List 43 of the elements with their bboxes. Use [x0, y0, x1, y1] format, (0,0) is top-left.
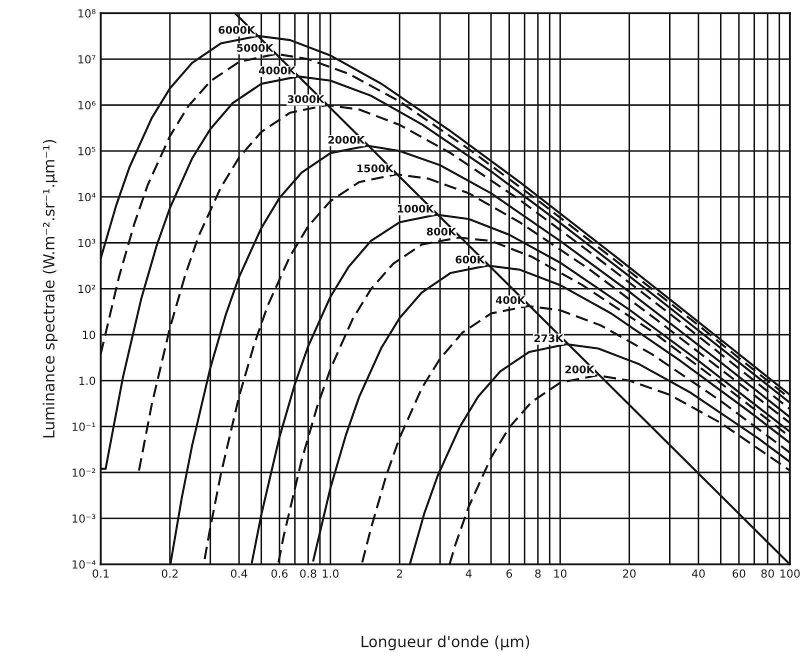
- x-tick-label: 0.8: [300, 569, 316, 578]
- x-tick-label: 20: [623, 569, 636, 578]
- x-tick-label: 0.6: [271, 569, 288, 578]
- y-tick-label: 10²: [78, 284, 96, 294]
- y-tick-label: 10⁶: [78, 101, 96, 110]
- x-tick-label: 2: [396, 569, 402, 578]
- series-label: 273K: [534, 334, 564, 342]
- y-tick-label: 1.0: [79, 376, 96, 385]
- x-tick-label: 4: [466, 570, 472, 578]
- x-tick-label: 80: [761, 569, 774, 578]
- y-tick-label: 10⁴: [78, 192, 96, 202]
- series-label: 1000K: [398, 204, 434, 213]
- series-label: 800K: [426, 228, 456, 236]
- series-label: 1500K: [357, 164, 394, 172]
- y-tick-label: 10⁻³: [72, 514, 96, 523]
- series-label: 5000K: [237, 44, 274, 52]
- x-tick-label: 40: [692, 569, 705, 578]
- y-tick-label: 10: [82, 330, 96, 340]
- x-tick-label: 8: [535, 569, 541, 578]
- y-tick-label: 10⁻⁴: [72, 560, 96, 569]
- x-tick-label: 60: [732, 569, 746, 578]
- y-tick-label: 10⁵: [78, 146, 96, 156]
- series-label: 400K: [496, 296, 526, 304]
- x-tick-label: 0.4: [230, 569, 248, 578]
- series-label: 6000K: [218, 26, 256, 34]
- x-tick-label: 10: [554, 569, 566, 578]
- series-label: 600K: [456, 256, 486, 264]
- y-axis-title: Luminance spectrale (W.m⁻².sr⁻¹.μm⁻¹): [42, 140, 58, 438]
- x-tick-label: 100: [780, 569, 800, 578]
- x-tick-label: 1.0: [322, 569, 339, 578]
- series-label: 2000K: [328, 136, 365, 144]
- y-tick-label: 10⁻¹: [72, 422, 96, 431]
- series-label: 4000K: [258, 66, 296, 74]
- series-label: 200K: [565, 365, 595, 374]
- y-tick-label: 10³: [78, 238, 96, 248]
- x-axis-title: Longueur d'onde (μm): [362, 635, 530, 650]
- series-label: 3000K: [288, 95, 325, 104]
- x-tick-label: 0.1: [92, 569, 109, 578]
- x-tick-label: 0.2: [162, 569, 178, 578]
- y-tick-label: 10⁷: [78, 55, 96, 64]
- x-tick-label: 6: [506, 569, 512, 578]
- y-tick-label: 10⁸: [78, 9, 96, 18]
- y-tick-label: 10⁻²: [72, 468, 96, 477]
